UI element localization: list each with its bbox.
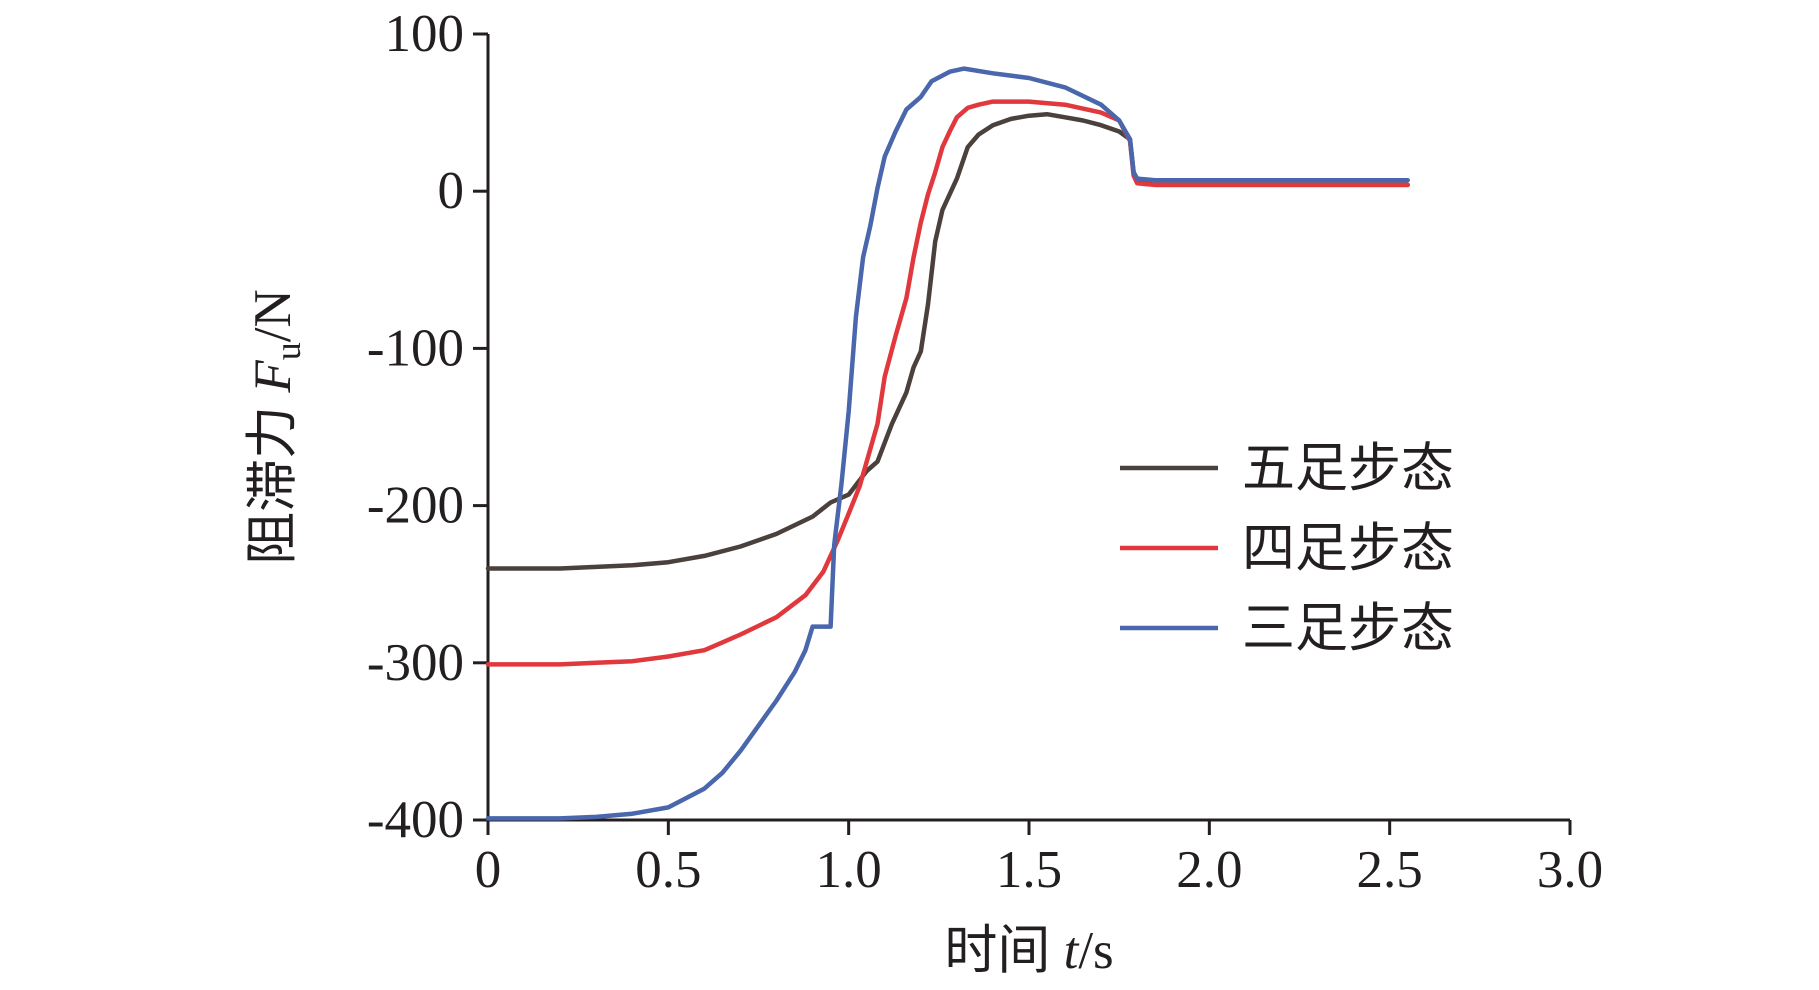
- series-layer: [485, 66, 1410, 821]
- legend-label: 四足步态: [1242, 520, 1454, 578]
- x-tick-label: 2.0: [1176, 841, 1242, 899]
- y-tick-label: -400: [367, 791, 464, 849]
- x-tick-label: 1.5: [996, 841, 1062, 899]
- y-tick-label: -200: [367, 477, 464, 535]
- y-tick-label: -100: [367, 319, 464, 377]
- series-line-3: [485, 66, 1410, 821]
- x-tick-label: 0: [475, 841, 502, 899]
- legend-label: 五足步态: [1242, 440, 1454, 498]
- x-tick-label: 1.0: [816, 841, 882, 899]
- y-tick-label: -300: [367, 634, 464, 692]
- x-tick-label: 3.0: [1537, 841, 1603, 899]
- x-axis-title: 时间 t/s: [944, 922, 1113, 980]
- legend-label: 三足步态: [1242, 600, 1454, 658]
- axis-titles: 时间 t/s 阻滞力 Fu/N: [244, 289, 1114, 980]
- series-line-2: [485, 99, 1410, 667]
- x-tick-label: 2.5: [1357, 841, 1423, 899]
- x-tick-label: 0.5: [635, 841, 701, 899]
- y-tick-label: 0: [438, 162, 465, 220]
- y-axis-title: 阻滞力 Fu/N: [244, 289, 308, 565]
- y-tick-label: 100: [385, 5, 465, 63]
